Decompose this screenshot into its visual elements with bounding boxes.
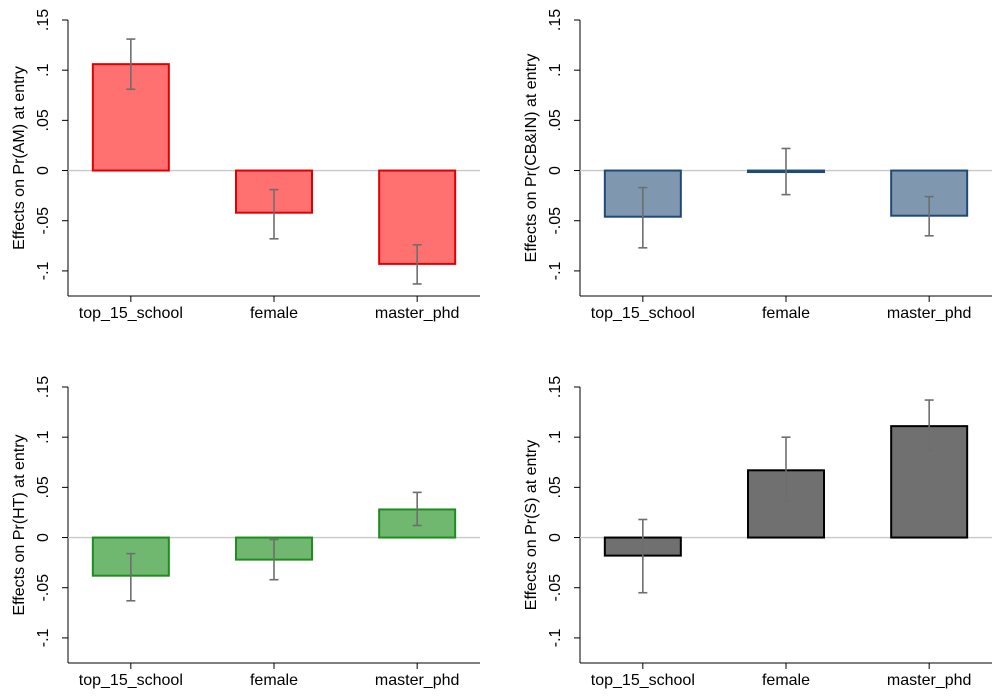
error-bar-female (781, 147, 791, 196)
error-bar-master_phd (924, 195, 934, 237)
x-tick-label: top_15_school (591, 672, 695, 689)
y-tick-label: -.05 (547, 207, 564, 235)
y-tick-label: .15 (35, 376, 52, 398)
y-tick-label: -.1 (547, 628, 564, 647)
y-tick-label: .15 (547, 376, 564, 398)
error-bar-master_phd (924, 399, 934, 453)
x-tick-label: top_15_school (79, 672, 183, 689)
x-tick-label: female (762, 305, 810, 322)
y-tick-label: .1 (35, 430, 52, 443)
y-tick-label: .15 (547, 9, 564, 31)
x-tick-label: female (250, 305, 298, 322)
error-bar-master_phd (412, 244, 422, 285)
y-tick-label: .1 (547, 63, 564, 76)
error-bar-female (269, 538, 279, 581)
x-tick-label: master_phd (375, 305, 460, 322)
y-tick-label: .05 (547, 109, 564, 131)
y-axis-label: Effects on Pr(CB&IN) at entry (523, 54, 540, 263)
y-tick-label: 0 (35, 533, 52, 542)
x-tick-label: master_phd (375, 672, 460, 689)
chart-panel-4: -.1 -.05 0 .05 .1 .15 Effects on Pr(S) at entr… (523, 376, 992, 689)
y-tick-label: -.1 (35, 261, 52, 280)
chart-panel-1: -.1 -.05 0 .05 .1 .15 Effects on Pr(AM) at ent… (11, 9, 480, 322)
y-tick-label: .05 (35, 109, 52, 131)
error-bar-top_15_school (126, 552, 136, 602)
x-tick-label: top_15_school (591, 305, 695, 322)
x-tick-label: top_15_school (79, 305, 183, 322)
x-tick-label: female (250, 672, 298, 689)
error-bar-female (781, 436, 791, 503)
x-tick-label: master_phd (887, 672, 972, 689)
y-tick-label: -.05 (35, 574, 52, 602)
y-tick-label: 0 (35, 166, 52, 175)
error-bar-master_phd (412, 491, 422, 527)
y-tick-label: .05 (35, 476, 52, 498)
y-axis-label: Effects on Pr(HT) at entry (11, 434, 28, 615)
y-tick-label: -.1 (547, 261, 564, 280)
y-tick-label: -.1 (35, 628, 52, 647)
y-axis-label: Effects on Pr(AM) at entry (11, 66, 28, 250)
y-tick-label: .05 (547, 476, 564, 498)
y-tick-label: -.05 (35, 207, 52, 235)
chart-panel-3: -.1 -.05 0 .05 .1 .15 Effects on Pr(HT) at ent… (11, 376, 480, 689)
error-bar-female (269, 188, 279, 240)
error-bar-top_15_school (638, 186, 648, 249)
y-axis-label: Effects on Pr(S) at entry (523, 440, 540, 610)
y-tick-label: .15 (35, 9, 52, 31)
y-tick-label: -.05 (547, 574, 564, 602)
error-bar-top_15_school (638, 518, 648, 594)
chart-panel-2: -.1 -.05 0 .05 .1 .15 Effects on Pr(CB&IN) at … (523, 9, 992, 322)
y-tick-label: .1 (547, 430, 564, 443)
x-tick-label: master_phd (887, 305, 972, 322)
y-tick-label: 0 (547, 166, 564, 175)
x-tick-label: female (762, 672, 810, 689)
y-tick-label: .1 (35, 63, 52, 76)
error-bar-top_15_school (126, 38, 136, 91)
y-tick-label: 0 (547, 533, 564, 542)
